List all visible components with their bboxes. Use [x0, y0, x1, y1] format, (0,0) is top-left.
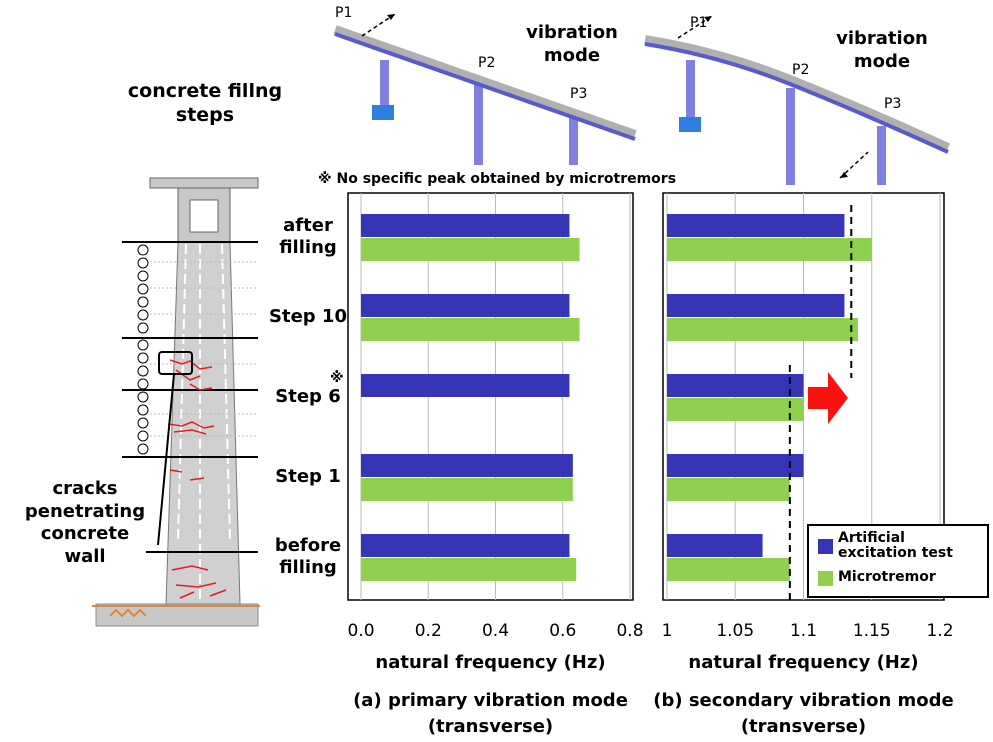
chart-title: (a) primary vibration mode [353, 690, 628, 711]
bar [361, 454, 573, 477]
x-tick-label: 1.1 [790, 621, 817, 641]
bar [667, 374, 804, 397]
chart-title: (b) secondary vibration mode [653, 690, 954, 711]
category-label: Step 10 [262, 291, 354, 343]
category-label: Step 1 [262, 451, 354, 503]
bar [361, 478, 573, 501]
x-tick-label: 1.15 [853, 621, 891, 641]
pier-label: P1 [690, 15, 707, 33]
bar [667, 454, 804, 477]
bar [361, 318, 580, 341]
chart-subtitle: (transverse) [741, 716, 866, 737]
mode-label: vibration mode [522, 22, 622, 67]
pier-label: P2 [792, 62, 809, 80]
bar [361, 374, 569, 397]
x-tick-label: 0.6 [549, 621, 576, 641]
x-tick-label: 1.2 [926, 621, 953, 641]
bar [361, 294, 569, 317]
category-label: Step 6 [262, 371, 354, 423]
x-tick-label: 1 [662, 621, 673, 641]
x-axis-label: natural frequency (Hz) [688, 652, 918, 673]
category-label: before filling [262, 531, 354, 583]
left-title: concrete fillng steps [120, 80, 290, 128]
pier-label: P2 [478, 55, 495, 73]
bar [667, 214, 844, 237]
figure: 0.0 0.2 0.4 0.6 0.8 natural frequency (Hz) (a)… [0, 0, 993, 742]
x-axis-label: natural frequency (Hz) [375, 652, 605, 673]
bar [361, 534, 569, 557]
bar [667, 398, 804, 421]
mode-label: vibration mode [832, 28, 932, 73]
legend-label: Artificial excitation test [838, 531, 963, 560]
bar [667, 294, 844, 317]
x-tick-label: 0.2 [415, 621, 442, 641]
bar [361, 558, 576, 581]
crack-label: cracks penetrating concrete wall [20, 478, 150, 568]
bar [667, 558, 790, 581]
pier-label: P1 [335, 5, 352, 23]
chart-subtitle: (transverse) [428, 716, 553, 737]
note: ※ No specific peak obtained by microtrem… [318, 171, 778, 189]
bar [667, 238, 872, 261]
legend-swatch [818, 539, 833, 554]
category-label: after filling [262, 211, 354, 263]
x-tick-label: 1.05 [716, 621, 754, 641]
x-tick-label: 0.4 [482, 621, 509, 641]
bar [361, 238, 580, 261]
bar [361, 214, 569, 237]
legend-label: Microtremor [838, 570, 963, 585]
pier-label: P3 [570, 86, 587, 104]
pier-label: P3 [884, 96, 901, 114]
bar [667, 318, 858, 341]
x-tick-label: 0.8 [616, 621, 643, 641]
bar [667, 534, 763, 557]
bar [667, 478, 790, 501]
legend-swatch [818, 571, 833, 586]
x-tick-label: 0.0 [347, 621, 374, 641]
shift-arrow [808, 372, 848, 424]
